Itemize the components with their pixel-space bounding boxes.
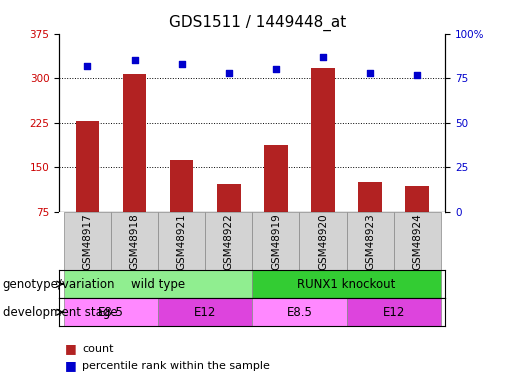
- Text: E12: E12: [383, 306, 405, 319]
- Text: ■: ■: [64, 342, 76, 355]
- Text: GSM48921: GSM48921: [177, 214, 187, 270]
- Text: E8.5: E8.5: [286, 306, 313, 319]
- Bar: [252, 212, 299, 270]
- Text: percentile rank within the sample: percentile rank within the sample: [82, 361, 270, 370]
- Text: GSM48924: GSM48924: [412, 214, 422, 270]
- Bar: [311, 68, 335, 212]
- Text: development stage: development stage: [3, 306, 117, 319]
- Text: wild type: wild type: [131, 278, 185, 291]
- Text: GDS1511 / 1449448_at: GDS1511 / 1449448_at: [169, 15, 346, 31]
- Point: [83, 63, 92, 69]
- Text: GSM48919: GSM48919: [271, 214, 281, 270]
- Bar: [158, 212, 205, 270]
- Bar: [64, 298, 158, 326]
- Text: ■: ■: [64, 359, 76, 372]
- Bar: [111, 212, 158, 270]
- Bar: [76, 121, 99, 212]
- Bar: [252, 298, 347, 326]
- Text: GSM48918: GSM48918: [130, 214, 140, 270]
- Point: [130, 57, 139, 63]
- Bar: [405, 186, 429, 212]
- Bar: [347, 298, 441, 326]
- Text: count: count: [82, 344, 114, 354]
- Bar: [358, 182, 382, 212]
- Bar: [64, 270, 252, 298]
- Point: [178, 61, 186, 67]
- Bar: [170, 160, 194, 212]
- Bar: [64, 212, 111, 270]
- Point: [272, 66, 280, 72]
- Point: [319, 54, 327, 60]
- Text: E8.5: E8.5: [98, 306, 124, 319]
- Bar: [393, 212, 441, 270]
- Bar: [252, 270, 441, 298]
- Text: GSM48923: GSM48923: [365, 214, 375, 270]
- Bar: [264, 145, 288, 212]
- Bar: [205, 212, 252, 270]
- Text: GSM48920: GSM48920: [318, 214, 328, 270]
- Bar: [158, 298, 252, 326]
- Bar: [217, 184, 241, 212]
- Bar: [299, 212, 347, 270]
- Point: [413, 72, 421, 78]
- Point: [366, 70, 374, 76]
- Point: [225, 70, 233, 76]
- Text: E12: E12: [194, 306, 216, 319]
- Text: genotype/variation: genotype/variation: [3, 278, 115, 291]
- Bar: [123, 74, 146, 212]
- Text: RUNX1 knockout: RUNX1 knockout: [297, 278, 396, 291]
- Text: GSM48917: GSM48917: [82, 214, 93, 270]
- Bar: [347, 212, 393, 270]
- Text: GSM48922: GSM48922: [224, 214, 234, 270]
